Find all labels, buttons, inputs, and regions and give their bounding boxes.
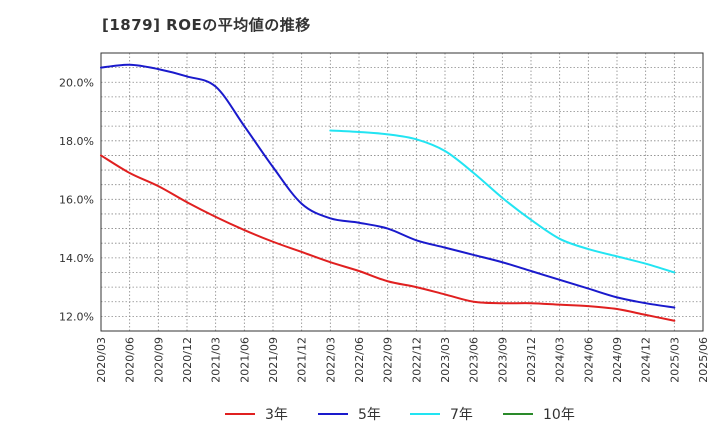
x-tick-label: 2020/09 [152, 337, 165, 383]
y-tick-label: 20.0% [59, 76, 94, 89]
series-line-3 [329, 129, 676, 274]
legend-label-2: 5年 [358, 407, 381, 423]
x-tick-label: 2022/09 [382, 337, 395, 383]
x-tick-label: 2021/06 [238, 337, 251, 383]
x-tick-label: 2021/12 [296, 337, 309, 383]
x-tick-label: 2022/12 [410, 337, 423, 383]
chart-title: [1879] ROEの平均値の推移 [102, 16, 311, 34]
y-tick-label: 16.0% [59, 193, 94, 206]
series-line-2 [100, 63, 676, 309]
legend-layer: 3年 5年 7年 10年 [225, 407, 575, 423]
x-tick-label: 2022/06 [353, 337, 366, 383]
x-tick-label: 2020/06 [124, 337, 137, 383]
x-tick-label: 2023/06 [468, 337, 481, 383]
x-tick-label: 2024/03 [554, 337, 567, 383]
x-tick-label: 2021/03 [210, 337, 223, 383]
x-tick-label: 2025/03 [668, 337, 681, 383]
series-line-1 [100, 154, 676, 322]
plot-border [100, 52, 704, 332]
x-tick-label: 2020/12 [181, 337, 194, 383]
y-tick-label: 18.0% [59, 135, 94, 148]
series-layer [100, 63, 676, 322]
x-tick-label: 2022/03 [324, 337, 337, 383]
legend-label-4: 10年 [543, 407, 575, 423]
x-tick-label: 2024/09 [611, 337, 624, 383]
x-tick-label: 2020/03 [95, 337, 108, 383]
x-tick-label: 2024/12 [640, 337, 653, 383]
legend-label-3: 7年 [450, 407, 473, 423]
x-tick-label: 2023/09 [496, 337, 509, 383]
x-tick-label: 2021/09 [267, 337, 280, 383]
x-tick-label: 2023/12 [525, 337, 538, 383]
plot-area [101, 53, 703, 331]
x-tick-label: 2024/06 [582, 337, 595, 383]
x-tick-label: 2023/03 [439, 337, 452, 383]
y-tick-label: 14.0% [59, 252, 94, 265]
legend-label-1: 3年 [265, 407, 288, 423]
axis-layer: 12.0% 14.0% 16.0% 18.0% 20.0% 2020/03 2020/06 2… [59, 52, 710, 383]
grid-layer [100, 52, 704, 331]
x-tick-label: 2025/06 [697, 337, 710, 383]
y-tick-label: 12.0% [59, 310, 94, 323]
